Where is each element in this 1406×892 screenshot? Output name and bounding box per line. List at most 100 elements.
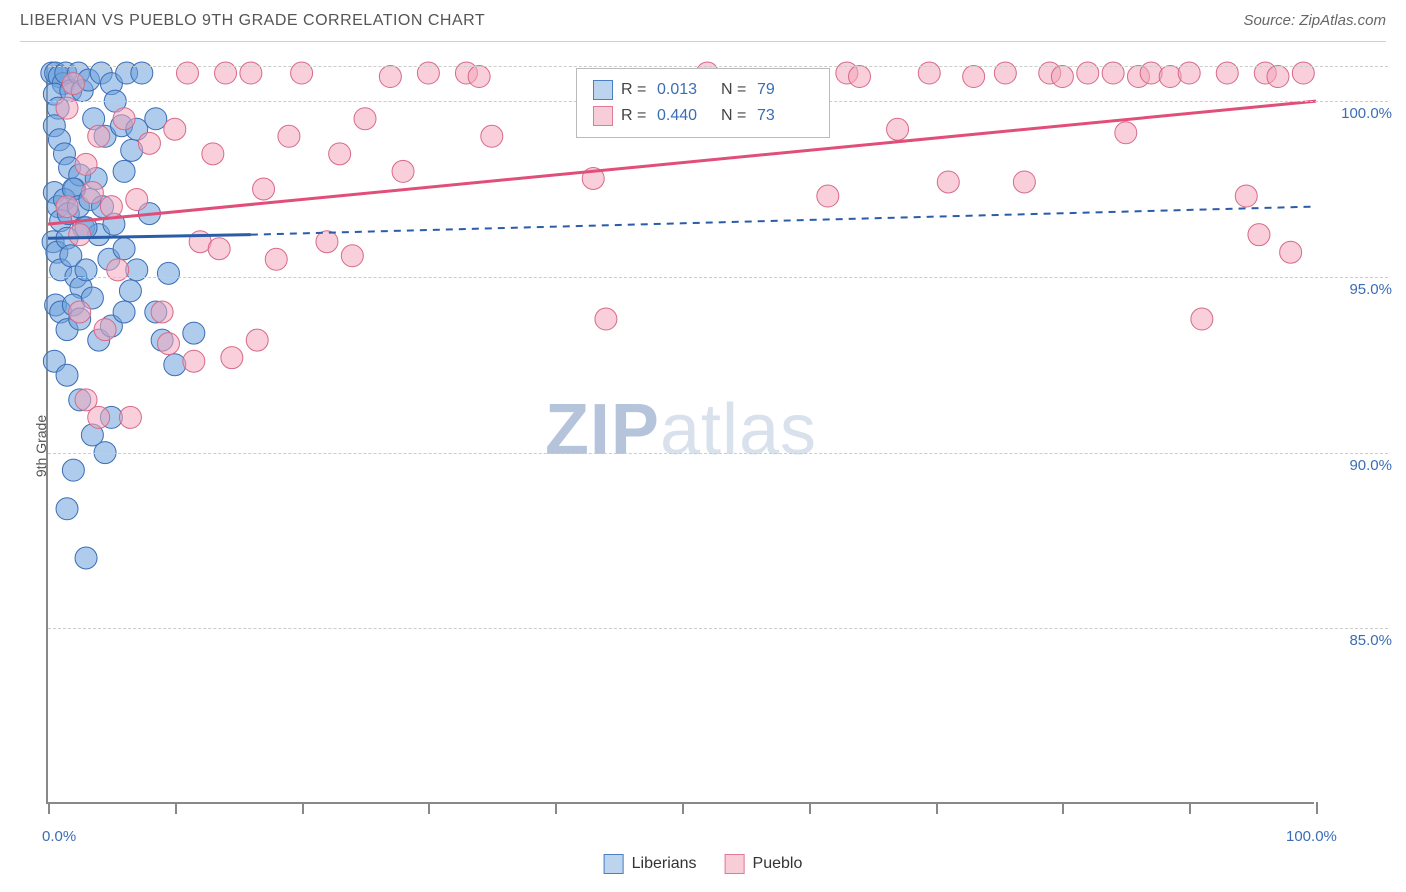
x-tick [48,802,50,814]
scatter-point [113,160,135,182]
legend-series-label: Pueblo [753,855,803,873]
x-tick-label: 0.0% [42,828,76,845]
scatter-point [81,182,103,204]
x-tick [809,802,811,814]
scatter-point [113,108,135,130]
scatter-point [62,73,84,95]
scatter-point [75,153,97,175]
legend-r-label: R = [621,107,649,125]
scatter-point [100,196,122,218]
scatter-point [69,224,91,246]
legend-series-item: Pueblo [725,854,803,874]
scatter-point [392,160,414,182]
scatter-point [157,262,179,284]
scatter-point [88,406,110,428]
x-tick [936,802,938,814]
legend-correlation-row: R = 0.013 N = 79 [593,77,813,103]
gridline [48,453,1388,454]
y-tick-label: 90.0% [1349,457,1392,474]
legend-correlation-row: R =0.440N =73 [593,103,813,129]
x-tick [682,802,684,814]
chart-header: LIBERIAN VS PUEBLO 9TH GRADE CORRELATION… [20,8,1386,42]
scatter-point [75,547,97,569]
legend-r-value: 0.440 [657,107,713,125]
scatter-point [1013,171,1035,193]
x-tick [1316,802,1318,814]
x-tick [302,802,304,814]
x-tick [175,802,177,814]
scatter-point [56,498,78,520]
scatter-point [817,185,839,207]
y-tick-label: 95.0% [1349,281,1392,298]
legend-correlation: R =0.013N =79R =0.440N =73 [576,68,830,138]
legend-n-label: N = [721,81,749,99]
scatter-point [265,248,287,270]
scatter-point [468,66,490,88]
legend-series: Liberians Pueblo [604,854,803,874]
gridline [48,277,1388,278]
scatter-point [62,459,84,481]
legend-series-label: Liberians [632,855,697,873]
scatter-point [1115,122,1137,144]
scatter-point [481,125,503,147]
scatter-point [221,347,243,369]
chart-svg [48,66,1314,802]
scatter-point [157,333,179,355]
scatter-point [595,308,617,330]
scatter-point [164,118,186,140]
scatter-point [246,329,268,351]
legend-r-label: R = [621,81,649,99]
x-tick [1062,802,1064,814]
gridline [48,628,1388,629]
legend-r-value: 0.013 [657,81,713,99]
x-tick [428,802,430,814]
chart-source: Source: ZipAtlas.com [1243,12,1386,29]
scatter-point [94,319,116,341]
scatter-point [138,132,160,154]
legend-n-value: 79 [757,81,813,99]
plot-area: ZIPatlas 85.0%90.0%95.0%100.0%0.0%100.0% [46,66,1314,804]
scatter-point [341,245,363,267]
scatter-point [208,238,230,260]
scatter-point [1051,66,1073,88]
scatter-point [316,231,338,253]
x-tick [1189,802,1191,814]
scatter-point [88,125,110,147]
legend-n-value: 73 [757,107,813,125]
legend-swatch [593,80,613,100]
scatter-point [126,189,148,211]
scatter-point [113,301,135,323]
scatter-point [1235,185,1257,207]
scatter-point [1191,308,1213,330]
x-tick [555,802,557,814]
scatter-point [849,66,871,88]
scatter-point [164,354,186,376]
scatter-point [1267,66,1289,88]
scatter-point [937,171,959,193]
legend-swatch [725,854,745,874]
scatter-point [151,301,173,323]
scatter-point [253,178,275,200]
scatter-point [202,143,224,165]
scatter-point [56,364,78,386]
scatter-point [1159,66,1181,88]
legend-series-item: Liberians [604,854,697,874]
trend-line-extrapolated [251,207,1316,235]
scatter-point [1280,241,1302,263]
legend-swatch [604,854,624,874]
scatter-point [329,143,351,165]
scatter-point [119,406,141,428]
chart-title: LIBERIAN VS PUEBLO 9TH GRADE CORRELATION… [20,12,485,30]
scatter-point [379,66,401,88]
scatter-point [113,238,135,260]
scatter-point [1248,224,1270,246]
scatter-point [145,108,167,130]
scatter-point [887,118,909,140]
scatter-point [69,301,91,323]
scatter-point [354,108,376,130]
y-tick-label: 100.0% [1341,105,1392,122]
scatter-point [278,125,300,147]
y-tick-label: 85.0% [1349,632,1392,649]
gridline [48,66,1388,67]
x-tick-label: 100.0% [1286,828,1337,845]
